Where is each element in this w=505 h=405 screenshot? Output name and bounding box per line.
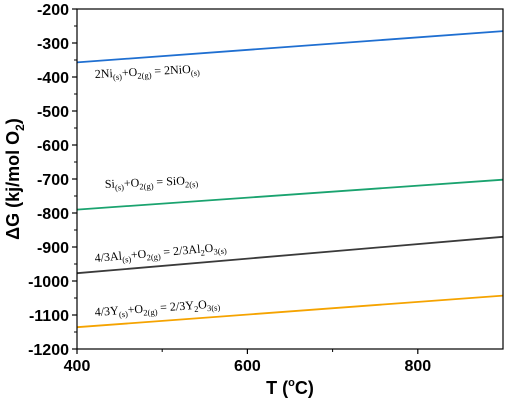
reaction-annotations: 2Ni(s)+O2(g) = 2NiO(s) Si(s)+O2(g) = SiO2… [94,62,227,321]
tick-labels: -200 -300 -400 -500 -600 -700 -800 -900 -1000 -11… [28,2,431,375]
series-lines [76,30,504,329]
reaction-label-1: 2Ni(s)+O2(g) = 2NiO(s) [94,62,200,83]
y-tick-label: -1200 [28,342,69,359]
plot-frame [76,8,504,350]
series-line-2 [76,178,504,211]
series-line-4 [76,294,504,329]
series-line-3 [76,235,504,275]
y-axis-title: ΔG (kj/mol O2) [3,118,27,240]
y-tick-label: -500 [37,104,69,121]
x-tick-label: 800 [404,358,431,375]
reaction-label-4: 4/3Y(s)+O2(g) = 2/3Y2O3(s) [94,296,220,321]
series-line-1 [76,30,504,64]
reaction-label-2: Si(s)+O2(g) = SiO2(s) [105,173,199,193]
y-tick-label: -700 [37,172,69,189]
y-tick-label: -900 [37,240,69,257]
y-tick-label: -400 [37,70,69,87]
x-tick-label: 400 [64,358,91,375]
y-tick-label: -200 [37,2,69,19]
x-axis-title: T (oC) [266,377,314,398]
reaction-label-3: 4/3Al(s)+O2(g) = 2/3Al2O3(s) [94,240,227,267]
y-tick-label: -1100 [29,308,69,325]
y-tick-label: -300 [37,36,69,53]
y-tick-label: -1000 [28,274,69,291]
x-tick-label: 600 [234,358,261,375]
y-tick-label: -600 [37,138,69,155]
y-tick-label: -800 [37,206,69,223]
